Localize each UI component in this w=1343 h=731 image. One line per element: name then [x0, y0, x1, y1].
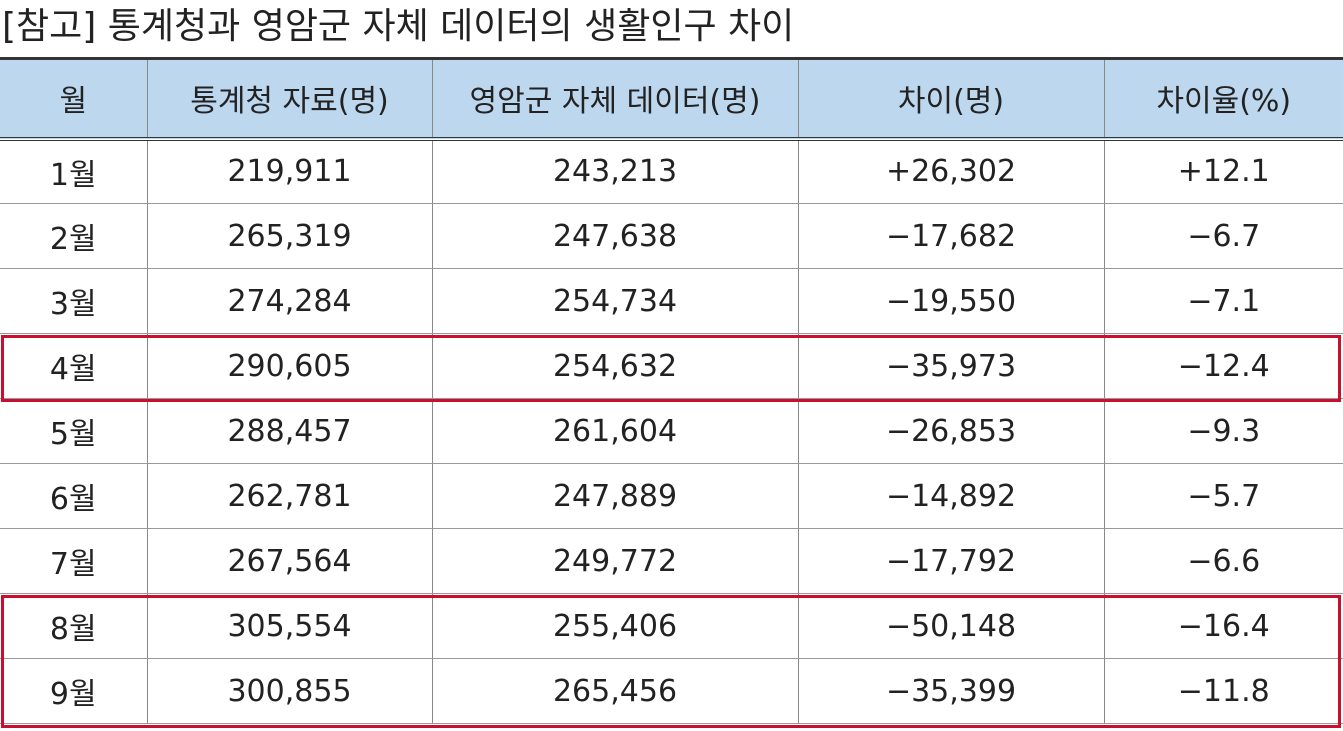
table-cell: +26,302 — [797, 138, 1104, 204]
table-cell: 288,457 — [146, 398, 432, 464]
table-cell: 3월 — [0, 268, 147, 334]
table-cell: −17,792 — [797, 528, 1104, 594]
table-cell: 261,604 — [431, 398, 798, 464]
column-header: 월 — [0, 58, 147, 141]
table-body: 1월 219,911 243,213 +26,302 +12.1 2월 265,319 247… — [0, 138, 1343, 724]
table-cell: −9.3 — [1103, 398, 1343, 464]
table-cell: 262,781 — [146, 463, 432, 529]
table-cell: 267,564 — [146, 528, 432, 594]
table-cell: −6.7 — [1103, 203, 1343, 269]
table-cell: 243,213 — [431, 138, 798, 204]
table-cell: 290,605 — [146, 333, 432, 399]
table-cell: 274,284 — [146, 268, 432, 334]
table-cell: 249,772 — [431, 528, 798, 594]
table-cell: 305,554 — [146, 593, 432, 659]
table-cell: 7월 — [0, 528, 147, 594]
table-cell: 254,632 — [431, 333, 798, 399]
table-row: 4월 290,605 254,632 −35,973 −12.4 — [0, 333, 1343, 399]
table-cell: 2월 — [0, 203, 147, 269]
table-cell: −11.8 — [1103, 658, 1343, 724]
table-cell: −26,853 — [797, 398, 1104, 464]
table-cell: 265,319 — [146, 203, 432, 269]
table-row: 9월 300,855 265,456 −35,399 −11.8 — [0, 658, 1343, 724]
table-cell: 247,889 — [431, 463, 798, 529]
table-cell: −14,892 — [797, 463, 1104, 529]
table-row: 1월 219,911 243,213 +26,302 +12.1 — [0, 138, 1343, 204]
column-header: 통계청 자료(명) — [146, 58, 432, 141]
table-cell: 6월 — [0, 463, 147, 529]
table-cell: 1월 — [0, 138, 147, 204]
title: [참고] 통계청과 영암군 자체 데이터의 생활인구 차이 — [2, 6, 795, 47]
table-row: 7월 267,564 249,772 −17,792 −6.6 — [0, 528, 1343, 594]
table-cell: −6.6 — [1103, 528, 1343, 594]
table-row: 3월 274,284 254,734 −19,550 −7.1 — [0, 268, 1343, 334]
table-cell: 5월 — [0, 398, 147, 464]
table-row: 5월 288,457 261,604 −26,853 −9.3 — [0, 398, 1343, 464]
column-header: 영암군 자체 데이터(명) — [431, 58, 798, 141]
table-cell: 254,734 — [431, 268, 798, 334]
table-cell: 247,638 — [431, 203, 798, 269]
table-cell: 265,456 — [431, 658, 798, 724]
table-cell: −5.7 — [1103, 463, 1343, 529]
header-row: 월 통계청 자료(명) 영암군 자체 데이터(명) 차이(명) 차이율(%) — [0, 58, 1343, 141]
table-cell: 9월 — [0, 658, 147, 724]
table-cell: +12.1 — [1103, 138, 1343, 204]
table-row: 8월 305,554 255,406 −50,148 −16.4 — [0, 593, 1343, 659]
column-header: 차이율(%) — [1103, 58, 1343, 141]
table-cell: −16.4 — [1103, 593, 1343, 659]
table-cell: 255,406 — [431, 593, 798, 659]
table-cell: 300,855 — [146, 658, 432, 724]
table-cell: −7.1 — [1103, 268, 1343, 334]
table-cell: 219,911 — [146, 138, 432, 204]
table-cell: −35,973 — [797, 333, 1104, 399]
table-cell: −12.4 — [1103, 333, 1343, 399]
data-table: 월 통계청 자료(명) 영암군 자체 데이터(명) 차이(명) 차이율(%) 1월 219… — [0, 57, 1343, 724]
table-row: 2월 265,319 247,638 −17,682 −6.7 — [0, 203, 1343, 269]
table-cell: 4월 — [0, 333, 147, 399]
table-cell: −19,550 — [797, 268, 1104, 334]
table-cell: −35,399 — [797, 658, 1104, 724]
table-cell: 8월 — [0, 593, 147, 659]
column-header: 차이(명) — [797, 58, 1104, 141]
table-row: 6월 262,781 247,889 −14,892 −5.7 — [0, 463, 1343, 529]
table-cell: −17,682 — [797, 203, 1104, 269]
table-cell: −50,148 — [797, 593, 1104, 659]
